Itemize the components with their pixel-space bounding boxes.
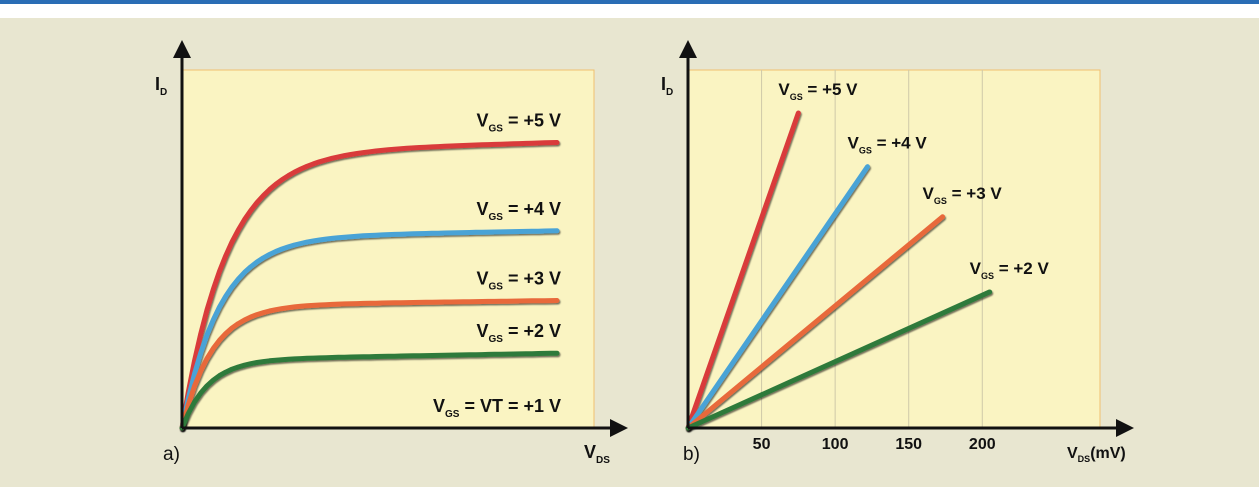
legend-label-vgs-3-v: VGS = +3 V: [476, 269, 561, 293]
curve-vgs-2-v: [179, 350, 560, 431]
panel-a-labels: VGS = +5 V VGS = +4 V VGS = +3 V VGS = +2 V…: [155, 74, 610, 466]
panel-b-labels: 50 100 150 200 VGS = +5 V VGS = +4 V VGS = +3 …: [661, 74, 1126, 464]
x-tick-label-50: 50: [753, 436, 771, 453]
x-axis-label: VDS(mV): [1067, 445, 1126, 464]
panel-b-curves: [685, 110, 993, 431]
line-vgs-2-v: [685, 289, 993, 431]
legend-label-vgs-2-v: VGS = +2 V: [476, 321, 561, 345]
y-axis-arrow: [679, 40, 697, 58]
legend-label-vgs-3-v: VGS = +3 V: [923, 184, 1003, 206]
x-axis-label: VDS: [584, 442, 610, 466]
x-axis-arrow: [1116, 419, 1134, 437]
line-vgs-3-v: [685, 214, 946, 431]
curve-vgs-3-v: [179, 298, 560, 431]
panel-b-tag: b): [683, 444, 700, 465]
x-tick-label-200: 200: [969, 436, 996, 453]
top-rule: [0, 0, 1259, 4]
panel-a-axes: [173, 40, 628, 437]
panel-a-tag: a): [163, 444, 180, 465]
y-axis-label: ID: [661, 74, 673, 98]
x-tick-label-150: 150: [895, 436, 922, 453]
curve-vgs-4-v: [179, 228, 560, 431]
y-axis-label: ID: [155, 74, 167, 98]
panel-a-plot-area: [181, 69, 595, 429]
legend-label-vgs-5-v: VGS = +5 V: [778, 80, 858, 102]
legend-label-vgs-5-v: VGS = +5 V: [476, 110, 561, 134]
legend-label-vgs-2-v: VGS = +2 V: [970, 259, 1050, 281]
panel-a: VGS = +5 V VGS = +4 V VGS = +3 V VGS = +2 V…: [155, 40, 628, 466]
line-vgs-5-v: [685, 110, 801, 431]
line-vgs-4-v: [685, 164, 871, 431]
legend-label-vgs-4-v: VGS = +4 V: [476, 199, 561, 223]
panel-b-axes: [679, 40, 1134, 437]
legend-label-vgs-4-v: VGS = +4 V: [848, 134, 928, 156]
legend-label-vgs-vt-1-v: VGS = VT = +1 V: [433, 396, 561, 420]
x-axis-arrow: [610, 419, 628, 437]
y-axis-arrow: [173, 40, 191, 58]
curve-vgs-5-v: [179, 140, 560, 431]
panel-b: 50 100 150 200 VGS = +5 V VGS = +4 V VGS = +3 …: [661, 40, 1134, 465]
x-tick-label-100: 100: [822, 436, 849, 453]
